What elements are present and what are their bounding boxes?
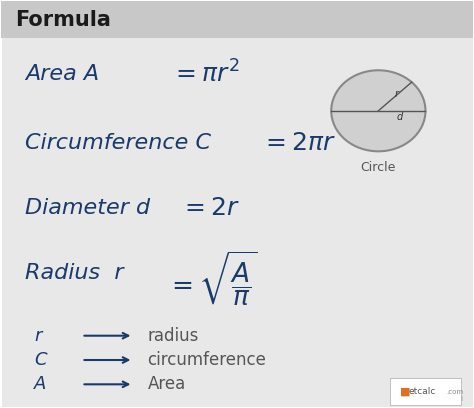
Text: r: r	[35, 327, 42, 345]
Text: $= \sqrt{\dfrac{A}{\pi}}$: $= \sqrt{\dfrac{A}{\pi}}$	[166, 249, 258, 308]
Text: $= 2r$: $= 2r$	[181, 196, 241, 220]
Text: Circle: Circle	[361, 162, 396, 175]
Text: r: r	[395, 89, 399, 99]
Text: $= \pi r^2$: $= \pi r^2$	[171, 61, 239, 88]
Text: C: C	[35, 351, 47, 369]
FancyBboxPatch shape	[1, 1, 473, 38]
Text: Formula: Formula	[16, 10, 111, 30]
Text: radius: radius	[147, 327, 199, 345]
Text: circumference: circumference	[147, 351, 266, 369]
Text: Circumference C: Circumference C	[25, 133, 211, 153]
Text: Radius  r: Radius r	[25, 263, 123, 283]
Text: etcalc: etcalc	[409, 387, 437, 396]
Text: ■: ■	[400, 387, 410, 397]
Circle shape	[331, 70, 426, 151]
FancyBboxPatch shape	[390, 378, 461, 405]
Text: .com: .com	[447, 388, 464, 395]
Text: A: A	[35, 375, 47, 393]
Text: etcalc.com: etcalc.com	[410, 392, 463, 403]
Text: $= 2\pi r$: $= 2\pi r$	[261, 131, 336, 155]
Text: Area: Area	[147, 375, 186, 393]
Text: Area A: Area A	[25, 64, 99, 84]
Text: d: d	[396, 112, 403, 122]
Text: Diameter d: Diameter d	[25, 198, 150, 218]
